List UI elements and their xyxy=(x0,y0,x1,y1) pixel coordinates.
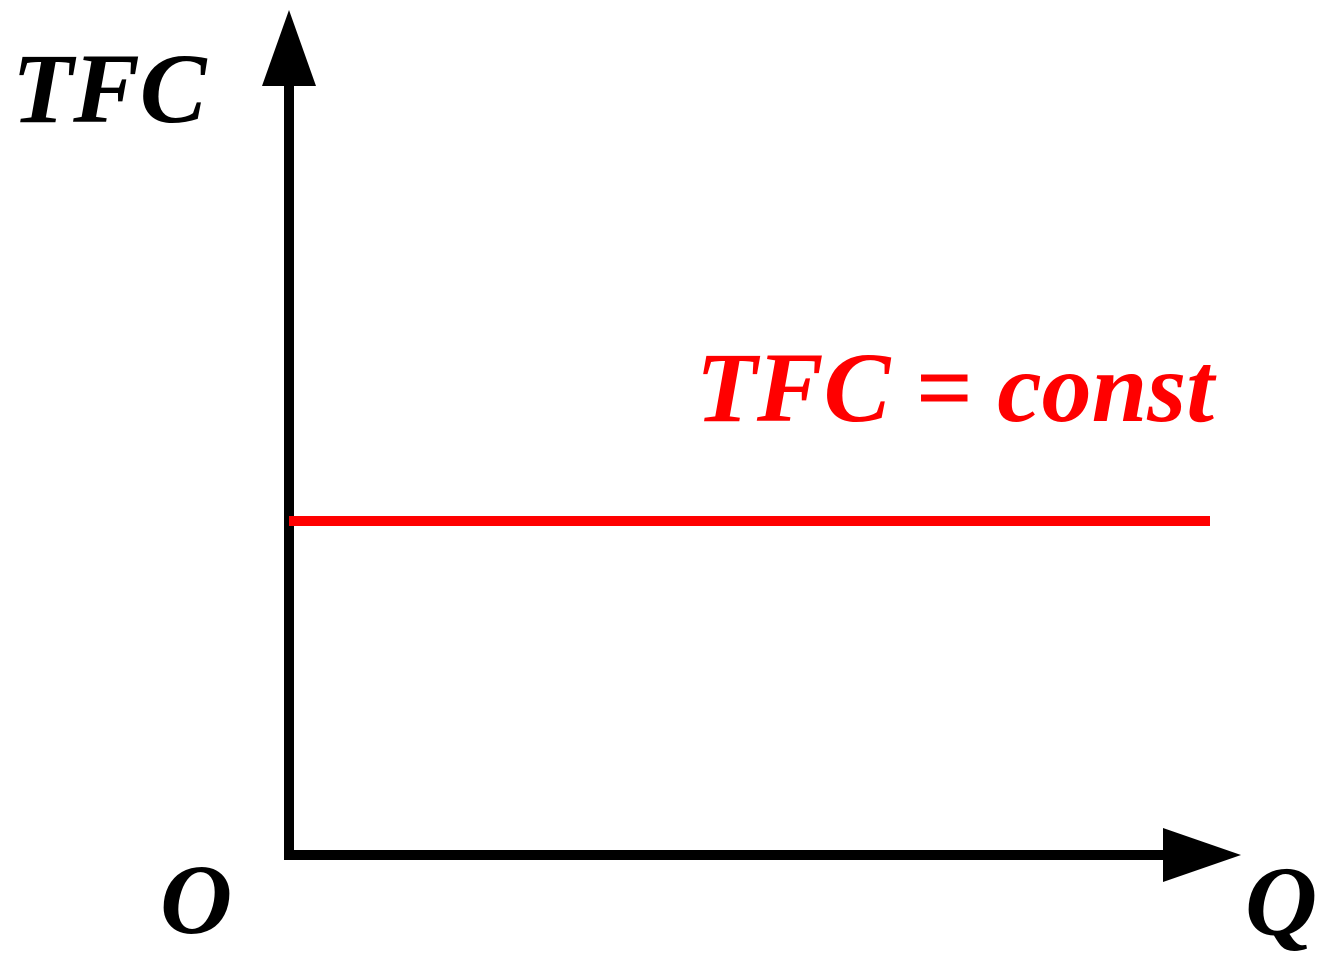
series-layer: TFC = const xyxy=(289,332,1217,526)
y-axis-arrow xyxy=(262,10,316,86)
x-axis-label: Q xyxy=(1245,846,1317,957)
origin-label: O xyxy=(160,844,232,955)
x-axis-arrow xyxy=(1163,828,1241,882)
series-label-0: TFC = const xyxy=(696,332,1217,443)
y-axis-label: TFC xyxy=(12,33,208,144)
axes xyxy=(262,10,1241,882)
